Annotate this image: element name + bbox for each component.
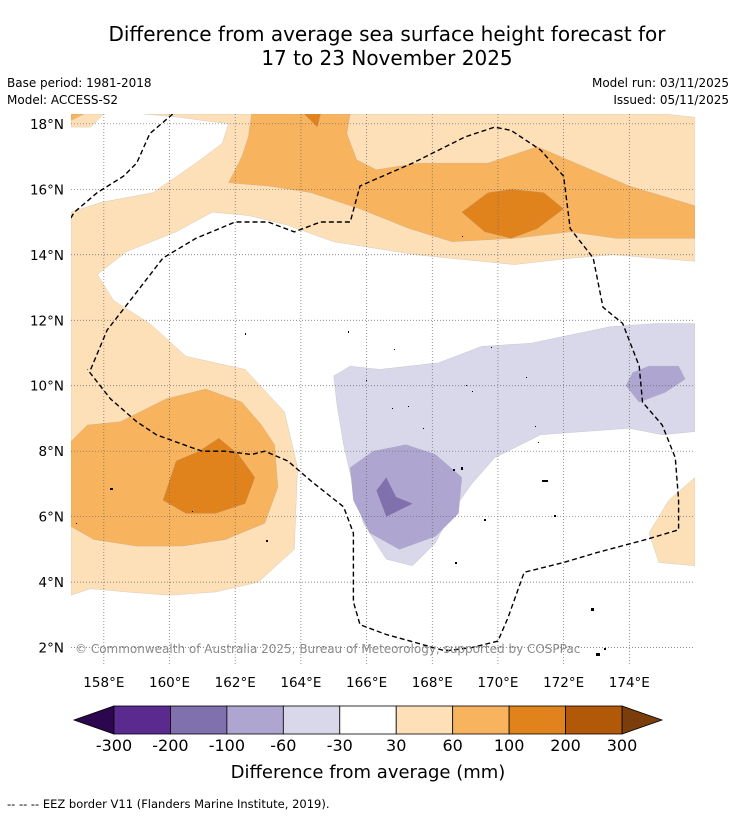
gridlines: [71, 114, 695, 664]
y-tick-label: 14°N: [30, 248, 64, 264]
contour-region-60_to_100: [71, 114, 85, 121]
model-name: Model: ACCESS-S2: [7, 93, 119, 107]
x-axis-ticks: 158°E 160°E 162°E 164°E 166°E 168°E 170°E 172°E…: [83, 675, 650, 691]
island: [604, 648, 606, 650]
contour-region-100_to_200: [162, 437, 256, 514]
contour-region--100_to_-60: [349, 444, 463, 550]
colorbar-tick-label: -30: [327, 736, 353, 755]
island: [348, 331, 349, 333]
island: [591, 608, 594, 611]
island: [266, 540, 268, 542]
colorbar-tick-label: -60: [270, 736, 296, 755]
colorbar-tick-label: 30: [386, 736, 406, 755]
colorbar-label: Difference from average (mm): [230, 762, 506, 783]
x-tick-label: 158°E: [83, 675, 124, 691]
island: [596, 653, 600, 656]
colorbar-tick-label: -200: [152, 736, 188, 755]
y-tick-label: 8°N: [39, 444, 64, 460]
colorbar-under-arrow: [72, 705, 115, 735]
chart-title-line-2: 17 to 23 November 2025: [261, 46, 513, 70]
colorbar-swatch: [508, 705, 566, 735]
x-tick-label: 162°E: [215, 675, 256, 691]
meta-right: Model run: 03/11/2025 Issued: 05/11/2025: [592, 75, 729, 109]
colorbar-swatch: [565, 705, 623, 735]
island: [484, 519, 486, 521]
contour-region-30_to_60: [71, 114, 105, 128]
eez-border-line-2: [86, 126, 680, 652]
colorbar: -300 -200 -100 -60 -30 30 60 100 200 300: [72, 705, 664, 755]
colorbar-swatch: [226, 705, 284, 735]
island: [245, 333, 246, 335]
colorbar-swatch: [282, 705, 341, 735]
y-tick-label: 12°N: [30, 313, 64, 329]
island: [76, 523, 77, 524]
copyright-text: © Commonwealth of Australia 2025, Bureau…: [75, 642, 580, 656]
island: [453, 469, 455, 471]
x-tick-label: 170°E: [477, 675, 518, 691]
colorbar-swatch: [452, 705, 510, 735]
contour-region--100_to_-60: [625, 365, 686, 403]
colorbar-swatch: [113, 705, 171, 735]
island: [394, 349, 395, 350]
x-tick-label: 166°E: [346, 675, 387, 691]
issued-date: Issued: 05/11/2025: [613, 93, 729, 107]
colorbar-swatch: [339, 705, 397, 735]
x-tick-label: 160°E: [149, 675, 190, 691]
contour-region-100_to_200: [303, 114, 321, 128]
colorbar-swatch: [395, 705, 454, 735]
eez-footnote: -- -- -- EEZ border V11 (Flanders Marine…: [7, 797, 330, 811]
model-run: Model run: 03/11/2025: [591, 76, 729, 90]
contour-region-100_to_200: [461, 189, 564, 239]
colorbar-tick-label: 300: [607, 736, 638, 755]
eez-border-line-1: [71, 114, 174, 220]
y-tick-label: 16°N: [30, 182, 64, 198]
x-tick-label: 174°E: [609, 675, 650, 691]
island: [392, 408, 393, 409]
colorbar-tick-label: 200: [550, 736, 581, 755]
x-tick-label: 168°E: [412, 675, 453, 691]
contour-region-60_to_100: [228, 114, 695, 242]
island: [423, 428, 424, 429]
y-tick-label: 10°N: [30, 379, 64, 395]
base-period: Base period: 1981-2018: [7, 76, 152, 90]
y-tick-label: 18°N: [30, 117, 64, 133]
island: [455, 562, 457, 564]
island: [554, 515, 556, 517]
x-tick-label: 172°E: [543, 675, 584, 691]
islands: [76, 236, 606, 656]
island: [408, 406, 409, 407]
island: [472, 391, 473, 392]
y-tick-label: 4°N: [39, 575, 64, 591]
eez-border: [71, 114, 680, 652]
island: [462, 236, 463, 237]
island: [466, 385, 467, 386]
colorbar-swatch: [170, 705, 228, 735]
y-axis-ticks: 2°N 4°N 6°N 8°N 10°N 12°N 14°N 16°N 18°N: [30, 117, 64, 657]
island: [366, 380, 367, 381]
sea-level-map: © Commonwealth of Australia 2025, Bureau…: [30, 114, 695, 691]
island: [526, 377, 527, 378]
y-tick-label: 2°N: [39, 641, 64, 657]
contour-regions: [71, 114, 695, 596]
island: [542, 480, 548, 482]
island: [192, 511, 193, 512]
colorbar-tick-label: -300: [96, 736, 132, 755]
y-tick-label: 6°N: [39, 510, 64, 526]
colorbar-over-arrow: [621, 705, 664, 735]
chart-title: Difference from average sea surface heig…: [0, 22, 736, 70]
contour-region--200_to_-100: [376, 477, 414, 517]
meta-left: Base period: 1981-2018 Model: ACCESS-S2: [7, 75, 152, 109]
island: [461, 467, 463, 470]
colorbar-tick-label: -100: [209, 736, 245, 755]
island: [491, 347, 492, 348]
x-tick-label: 164°E: [280, 675, 321, 691]
island: [110, 488, 113, 490]
chart-title-line-1: Difference from average sea surface heig…: [108, 22, 666, 46]
colorbar-tick-label: 60: [442, 736, 462, 755]
island: [535, 426, 536, 427]
island: [538, 442, 539, 443]
colorbar-tick-label: 100: [494, 736, 525, 755]
contour-region-30_to_60: [648, 477, 695, 567]
